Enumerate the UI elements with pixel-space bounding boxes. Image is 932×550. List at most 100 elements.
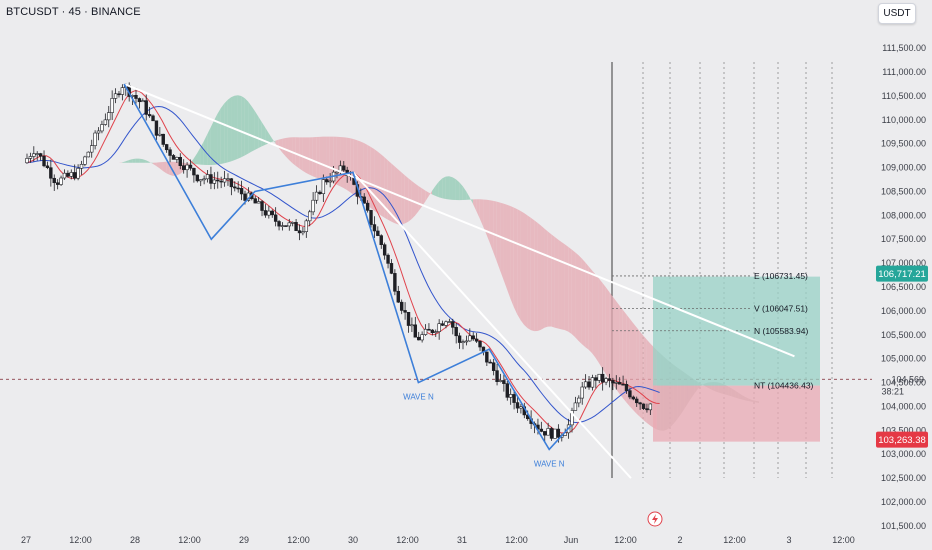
- candle: [90, 145, 94, 153]
- kumo-segment: [632, 322, 637, 414]
- candle: [362, 196, 366, 204]
- candle: [393, 273, 397, 292]
- kumo-segment: [588, 266, 593, 354]
- kumo-segment: [643, 335, 647, 423]
- price-tick-label: 103,000.00: [881, 449, 926, 459]
- candle: [498, 380, 503, 382]
- candle: [212, 179, 217, 184]
- kijun-line: [25, 105, 660, 424]
- candle: [546, 428, 550, 436]
- candle: [590, 377, 595, 388]
- kumo-segment: [615, 300, 620, 394]
- candle: [389, 263, 394, 274]
- candle: [325, 179, 329, 183]
- candle: [444, 321, 448, 326]
- candle: [192, 167, 196, 176]
- kumo-segment: [452, 177, 456, 201]
- candle: [294, 222, 298, 231]
- symbol-title: BTCUSDT · 45 · BINANCE: [6, 6, 141, 18]
- candle: [461, 341, 465, 344]
- kumo-segment: [244, 98, 249, 156]
- kumo-segment: [125, 160, 129, 163]
- kumo-segment: [196, 147, 201, 165]
- kumo-segment: [445, 176, 450, 200]
- candle: [365, 202, 370, 211]
- candle: [164, 144, 169, 151]
- kumo-segment: [282, 138, 286, 157]
- candle: [107, 112, 111, 121]
- candle: [236, 187, 240, 190]
- candle: [621, 383, 625, 386]
- candle: [641, 403, 646, 409]
- candle: [202, 178, 206, 181]
- wave-n-path: [123, 83, 572, 451]
- candle: [301, 231, 305, 234]
- candle: [243, 193, 247, 201]
- level-nt-label: NT (104436.43): [754, 381, 814, 391]
- candle: [434, 331, 438, 333]
- kumo-segment: [217, 108, 221, 165]
- time-axis[interactable]: 27 12:00 28 12:00 29 12:00 30 12:00 31 12:00 Jun 12…: [21, 511, 855, 545]
- price-tick-label: 102,000.00: [881, 497, 926, 507]
- kumo-segment: [418, 185, 422, 212]
- candle: [199, 179, 203, 182]
- price-tick-label: 108,000.00: [881, 210, 926, 220]
- candle: [495, 370, 499, 382]
- kumo-segment: [527, 215, 531, 331]
- kumo-segment: [609, 291, 613, 385]
- candle: [451, 321, 455, 328]
- kumo-segment: [435, 181, 439, 198]
- price-tick-label: 105,000.00: [881, 354, 926, 364]
- candle: [556, 428, 561, 438]
- kumo-segment: [360, 141, 364, 203]
- level-n-label: N (105583.94): [754, 326, 809, 336]
- candle: [161, 133, 165, 145]
- candle: [83, 156, 87, 165]
- candle: [45, 165, 50, 168]
- kumo-segment: [411, 180, 415, 220]
- kumo-segment: [523, 213, 528, 329]
- kumo-segment: [350, 138, 354, 195]
- kumo-segment: [377, 151, 381, 216]
- kumo-segment: [534, 220, 538, 332]
- kumo-segment: [639, 331, 644, 420]
- currency-button[interactable]: USDT: [878, 3, 916, 24]
- candle: [638, 402, 642, 405]
- kumo-segment: [128, 159, 133, 163]
- candle: [406, 311, 411, 326]
- kumo-segment: [469, 196, 473, 204]
- kumo-segment: [261, 121, 266, 147]
- kumo-segment: [581, 258, 586, 348]
- candle: [229, 178, 234, 188]
- kumo-segment: [414, 183, 419, 216]
- candle: [304, 220, 309, 232]
- kumo-segment: [520, 210, 524, 325]
- candle: [440, 323, 445, 326]
- kumo-segment: [224, 99, 228, 164]
- candle: [55, 182, 60, 185]
- kumo-segment: [585, 262, 589, 350]
- kumo-segment: [251, 106, 255, 152]
- kumo-segment: [503, 203, 507, 290]
- time-tick-label: 12:00: [505, 535, 528, 545]
- drawings-layer[interactable]: WAVE N WAVE N: [123, 83, 795, 479]
- candle: [342, 165, 346, 171]
- candle: [580, 386, 584, 399]
- candle: [549, 428, 554, 439]
- kumo-segment: [432, 185, 436, 196]
- candle: [117, 93, 121, 96]
- candle: [188, 164, 193, 169]
- kumo-segment: [517, 209, 521, 321]
- kumo-segment: [323, 136, 327, 181]
- price-tick-label: 105,500.00: [881, 330, 926, 340]
- candle: [420, 334, 424, 341]
- candle: [488, 361, 492, 364]
- candle: [35, 153, 39, 155]
- candle: [583, 381, 588, 388]
- kumo-segment: [421, 188, 426, 207]
- candle: [617, 382, 622, 385]
- kumo-segment: [506, 204, 511, 299]
- last-price-label: 104,569: [891, 374, 924, 384]
- kumo-segment: [299, 137, 303, 171]
